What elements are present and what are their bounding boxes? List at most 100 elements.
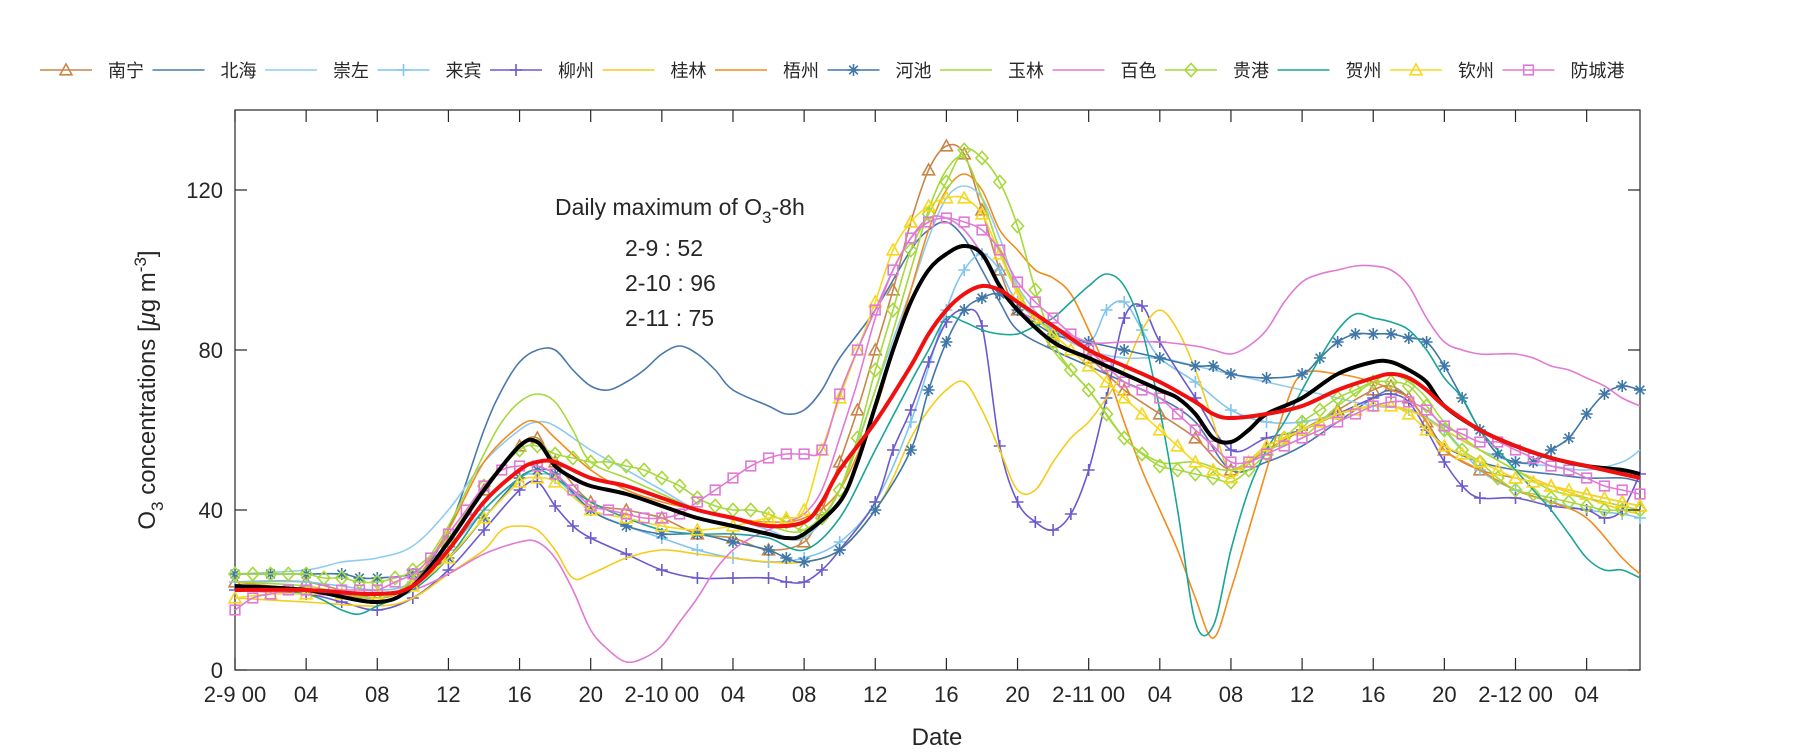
legend-marker-13 bbox=[1522, 64, 1535, 76]
y-tick-label-40: 40 bbox=[199, 498, 223, 523]
series-13-point-46 bbox=[1047, 312, 1059, 324]
series-3-point-18 bbox=[904, 416, 917, 428]
series-7-point-53 bbox=[1580, 408, 1593, 420]
series-12-point-35 bbox=[1099, 374, 1114, 388]
y-title-end: ] bbox=[134, 250, 161, 257]
series-7-point-56 bbox=[1634, 384, 1646, 396]
series-4-point-17 bbox=[780, 576, 793, 588]
legend-label-11: 贺州 bbox=[1346, 61, 1382, 81]
series-line-1 bbox=[234, 220, 1641, 599]
series-13-point-22 bbox=[620, 508, 632, 520]
series-10-point-18 bbox=[601, 454, 616, 470]
series-10-point-51 bbox=[1188, 466, 1203, 482]
series-12-point-17 bbox=[778, 510, 794, 524]
legend-item-7: 河池 bbox=[827, 61, 932, 81]
series-13-point-33 bbox=[816, 444, 828, 456]
legend-marker-7 bbox=[847, 64, 860, 76]
series-13 bbox=[229, 212, 1646, 616]
series-10-point-38 bbox=[957, 142, 972, 158]
series-10-point-57 bbox=[1295, 414, 1310, 430]
legend-item-5: 桂林 bbox=[602, 61, 707, 81]
legend-item-13: 防城港 bbox=[1502, 61, 1625, 81]
series-10-point-72 bbox=[1561, 494, 1576, 510]
x-tick-label-19: 04 bbox=[1574, 682, 1598, 707]
series-10-point-71 bbox=[1543, 490, 1559, 506]
series-7-point-26 bbox=[975, 292, 988, 304]
series-10-point-22 bbox=[672, 478, 687, 494]
series-10-point-31 bbox=[832, 482, 847, 498]
series-13-point-57 bbox=[1243, 456, 1255, 468]
series-12-point-16 bbox=[761, 510, 776, 524]
series-13-point-19 bbox=[567, 484, 579, 496]
series-13-point-76 bbox=[1581, 472, 1593, 484]
series-12-point-58 bbox=[1508, 470, 1523, 484]
series-line-13 bbox=[234, 217, 1641, 611]
series-10-point-29 bbox=[797, 522, 812, 538]
series-4-point-29 bbox=[1011, 496, 1024, 508]
series-10-point-74 bbox=[1597, 502, 1612, 518]
series-4-point-47 bbox=[1438, 456, 1451, 468]
series-3-point-22 bbox=[993, 264, 1006, 276]
series-10-point-52 bbox=[1206, 470, 1221, 486]
series-10-point-23 bbox=[690, 490, 705, 506]
series-4-point-15 bbox=[726, 572, 739, 584]
series-4-point-39 bbox=[1224, 444, 1237, 456]
series-7-point-35 bbox=[1224, 368, 1237, 380]
y-tick-label-120: 120 bbox=[186, 178, 223, 203]
legend-marker-0 bbox=[58, 62, 74, 76]
series-7-point-19 bbox=[798, 556, 811, 568]
series-12-point-7 bbox=[476, 510, 492, 524]
series-10-point-63 bbox=[1401, 378, 1416, 394]
series-12-point-11 bbox=[583, 502, 599, 516]
series-11 bbox=[234, 273, 1641, 637]
series-4-point-35 bbox=[1118, 312, 1131, 324]
series-12-point-65 bbox=[1632, 498, 1648, 512]
series-12-point-26 bbox=[939, 190, 954, 204]
legend-marker-4 bbox=[510, 64, 522, 76]
series-4-point-24 bbox=[922, 356, 935, 368]
series-13-point-51 bbox=[1136, 384, 1148, 396]
series-12-point-8 bbox=[512, 474, 527, 488]
series-10-point-44 bbox=[1063, 362, 1078, 378]
series-12-point-48 bbox=[1330, 406, 1346, 420]
series-10-point-26 bbox=[743, 502, 758, 518]
legend-marker-10 bbox=[1183, 62, 1199, 78]
series-7-point-51 bbox=[1545, 444, 1558, 456]
series-13-point-27 bbox=[709, 484, 721, 496]
series-12-point-25 bbox=[921, 198, 936, 212]
series-13-point-20 bbox=[585, 500, 597, 512]
series-10-point-33 bbox=[868, 362, 883, 378]
x-tick-label-9: 12 bbox=[863, 682, 887, 707]
y-title-o: O bbox=[134, 511, 161, 530]
series-4-point-53 bbox=[1598, 512, 1611, 524]
series-13-point-45 bbox=[1029, 296, 1041, 308]
legend-label-0: 南宁 bbox=[108, 61, 144, 81]
series-0-point-20 bbox=[885, 282, 901, 296]
series-line-11 bbox=[234, 273, 1641, 637]
series-3-point-31 bbox=[1224, 404, 1237, 416]
series-12-point-2 bbox=[298, 586, 314, 600]
series-7-point-13 bbox=[620, 520, 633, 532]
series-10-point-41 bbox=[1010, 218, 1025, 234]
series-7-point-18 bbox=[780, 552, 793, 564]
legend-label-6: 梧州 bbox=[783, 61, 819, 81]
series-10-point-21 bbox=[654, 470, 669, 486]
y-title-mu: μ bbox=[134, 312, 161, 326]
series-0-point-23 bbox=[939, 138, 954, 152]
legend-label-7: 河池 bbox=[896, 61, 932, 81]
x-tick-label-3: 12 bbox=[436, 682, 460, 707]
y-title-sup: -3 bbox=[131, 257, 150, 272]
series-7-point-43 bbox=[1402, 332, 1415, 344]
series-12-point-51 bbox=[1383, 398, 1399, 412]
series-4-point-30 bbox=[1029, 516, 1042, 528]
annotation-box: Daily maximum of O3-8h 2-9 : 52 2-10 : 9… bbox=[555, 194, 805, 331]
series-4-point-18 bbox=[798, 576, 811, 588]
series-4-point-23 bbox=[904, 404, 917, 416]
x-tick-label-12: 2-11 00 bbox=[1052, 682, 1125, 707]
series-12-point-13 bbox=[654, 518, 670, 532]
legend-item-2: 崇左 bbox=[265, 61, 369, 81]
series-13-point-68 bbox=[1438, 420, 1450, 432]
series-10-point-0 bbox=[227, 566, 243, 582]
